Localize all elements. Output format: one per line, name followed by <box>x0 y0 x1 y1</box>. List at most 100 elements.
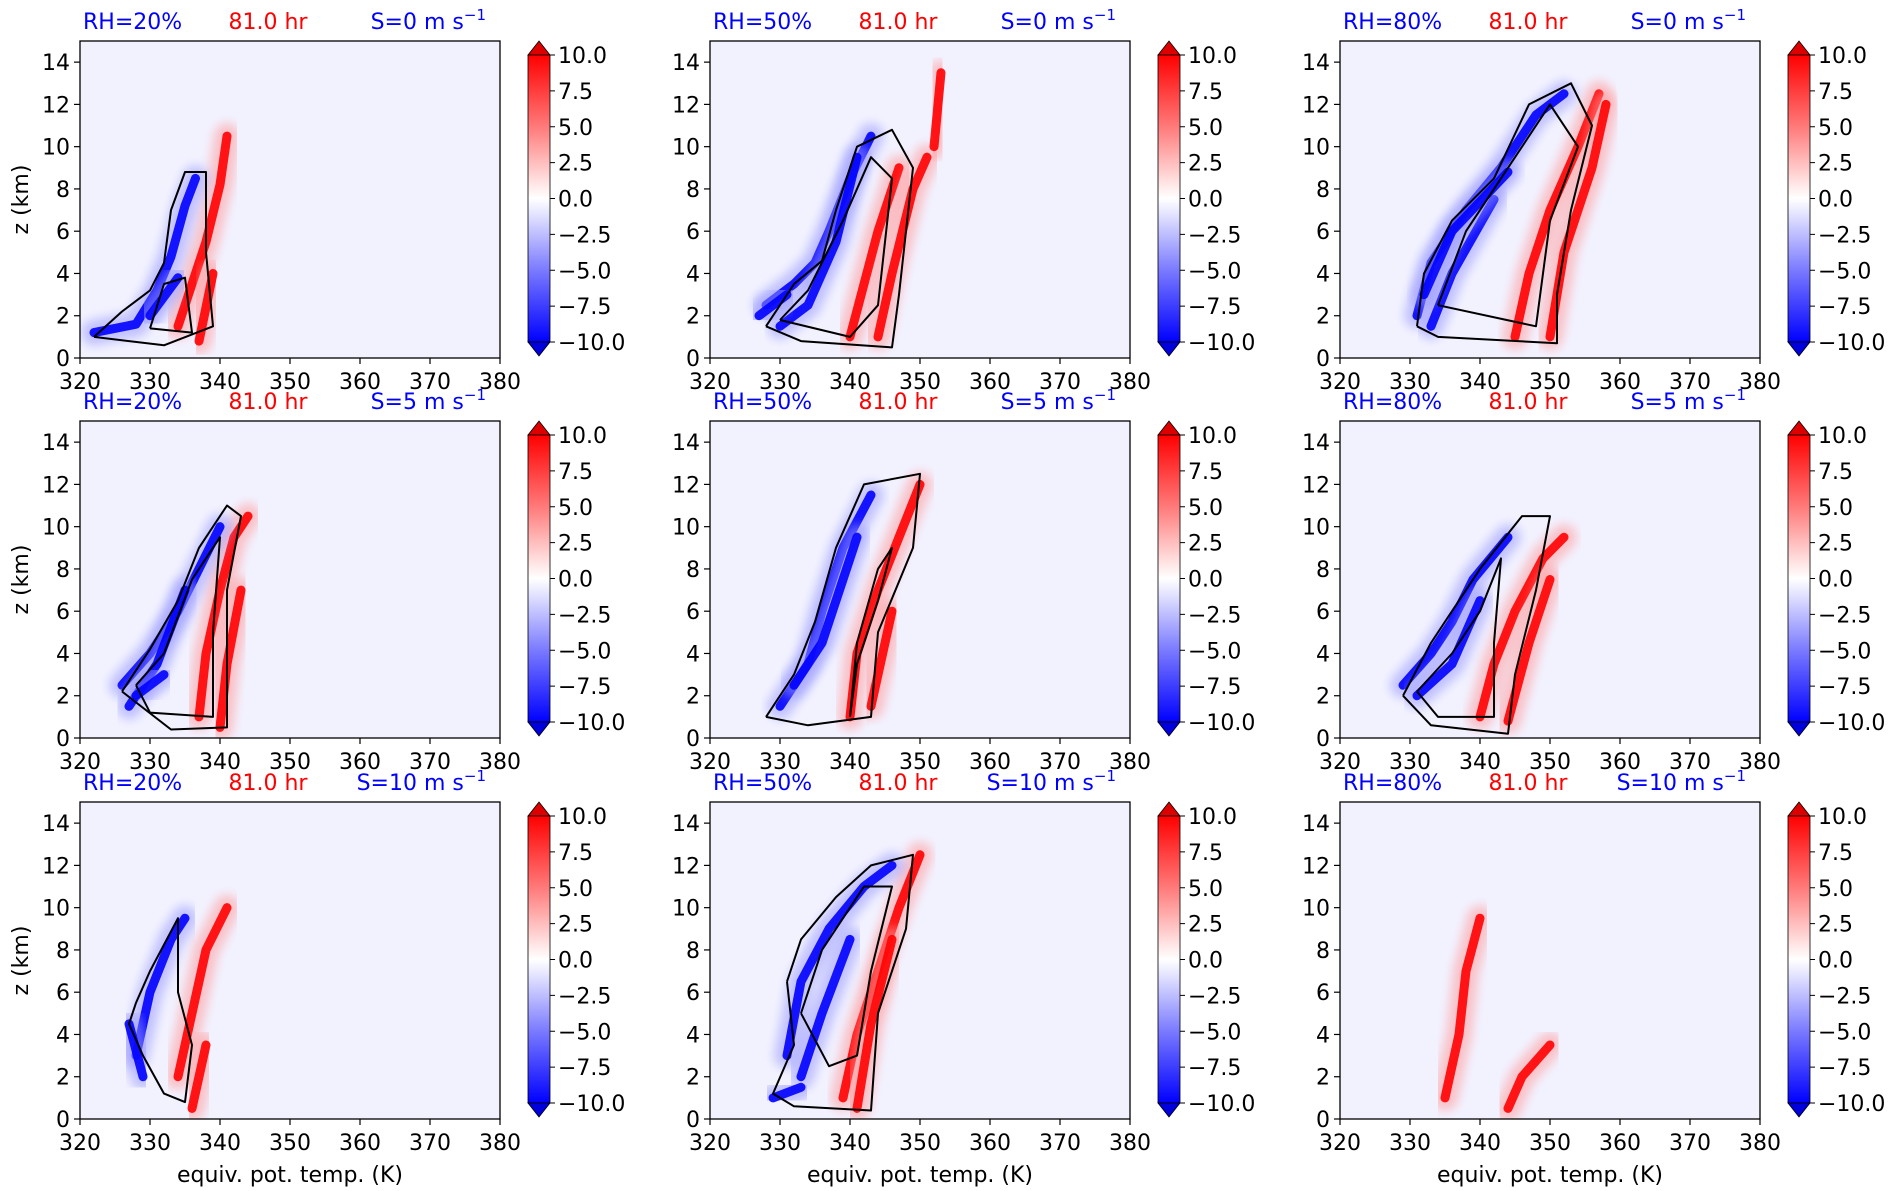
plot-area <box>1340 802 1760 1119</box>
y-tick-label: 4 <box>1316 262 1330 287</box>
negative-band <box>1412 596 1485 701</box>
colorbar-bar <box>1157 815 1181 1104</box>
x-tick-label: 340 <box>199 750 241 775</box>
y-tick-label: 14 <box>42 431 70 456</box>
colorbar-min-arrow <box>1787 721 1811 737</box>
time-label: 81.0 hr <box>229 390 309 415</box>
y-tick-label: 8 <box>686 558 700 583</box>
x-tick-label: 380 <box>479 370 521 395</box>
positive-band <box>873 152 932 342</box>
x-tick-label: 350 <box>899 750 941 775</box>
x-tick-label: 380 <box>1739 1131 1781 1156</box>
colorbar-max-arrow <box>1157 40 1181 56</box>
y-tick-label: 12 <box>1302 93 1330 118</box>
colorbar-bar <box>527 434 551 723</box>
contour-line <box>93 171 214 347</box>
x-tick-label: 360 <box>1599 370 1641 395</box>
x-axis-label: equiv. pot. temp. (K) <box>807 1163 1033 1188</box>
x-tick-label: 320 <box>689 1131 731 1156</box>
y-tick-label: 12 <box>42 854 70 879</box>
x-tick-label: 350 <box>269 750 311 775</box>
positive-band <box>1510 89 1604 342</box>
y-tick-label: 2 <box>686 1066 700 1091</box>
colorbar-tick-label: 10.0 <box>1188 424 1237 449</box>
y-tick-label: 6 <box>686 981 700 1006</box>
colorbar-tick-label: 0.0 <box>1188 949 1223 974</box>
y-tick-label: 6 <box>56 220 70 245</box>
y-tick-label: 2 <box>1316 1066 1330 1091</box>
y-tick-label: 8 <box>1316 178 1330 203</box>
time-label: 81.0 hr <box>229 10 309 35</box>
colorbar-min-arrow <box>527 721 551 737</box>
colorbar-tick-label: −5.0 <box>1188 639 1241 664</box>
x-tick-label: 360 <box>339 370 381 395</box>
y-tick-label: 4 <box>686 642 700 667</box>
field-layer <box>765 471 933 730</box>
colorbar-tick-label: 10.0 <box>1818 44 1867 69</box>
negative-band <box>89 173 200 338</box>
y-tick-label: 2 <box>686 305 700 330</box>
x-tick-label: 380 <box>1109 370 1151 395</box>
shear-label: S=5 m s−1 <box>371 386 486 415</box>
colorbar-max-arrow <box>527 40 551 56</box>
shear-label: S=0 m s−1 <box>1001 6 1116 35</box>
colorbar: 10.0 7.5 5.0 2.5 0.0 −2.5 −5.0 −7.5 −10.0 <box>1157 420 1255 737</box>
colorbar: 10.0 7.5 5.0 2.5 0.0 −2.5 −5.0 −7.5 −10.0 <box>1787 801 1885 1118</box>
y-tick-label: 8 <box>56 939 70 964</box>
panel-5: 320 330 340 350 360 370 380 0 2 4 6 8 10 12 14 RH=50% 81… <box>672 386 1255 775</box>
y-tick-label: 12 <box>42 473 70 498</box>
y-tick-label: 2 <box>686 685 700 710</box>
x-tick-label: 370 <box>1669 370 1711 395</box>
y-tick-label: 10 <box>1302 897 1330 922</box>
colorbar-tick-label: 7.5 <box>558 841 593 866</box>
shear-label: S=0 m s−1 <box>371 6 486 35</box>
time-label: 81.0 hr <box>1489 10 1569 35</box>
y-tick-label: 2 <box>1316 685 1330 710</box>
rh-label: RH=20% <box>83 10 182 35</box>
colorbar-max-arrow <box>1787 420 1811 436</box>
colorbar-tick-label: 5.0 <box>1188 496 1223 521</box>
y-tick-label: 4 <box>56 262 70 287</box>
x-tick-label: 380 <box>1109 1131 1151 1156</box>
x-tick-label: 360 <box>339 750 381 775</box>
y-tick-label: 12 <box>1302 473 1330 498</box>
panel-1: 320 330 340 350 360 370 380 0 2 4 6 8 10 12 14 RH=20% 81… <box>9 6 625 395</box>
positive-band <box>173 903 232 1082</box>
rh-label: RH=80% <box>1343 390 1442 415</box>
colorbar-tick-label: 2.5 <box>558 532 593 557</box>
x-tick-label: 370 <box>1669 750 1711 775</box>
y-tick-label: 2 <box>56 1066 70 1091</box>
rh-label: RH=50% <box>713 10 812 35</box>
panel-7: 320 330 340 350 360 370 380 0 2 4 6 8 10 12 14 RH=20% 81… <box>9 767 625 1188</box>
colorbar-tick-label: −5.0 <box>1188 1020 1241 1045</box>
y-tick-label: 8 <box>56 558 70 583</box>
field-layer <box>1404 80 1619 350</box>
y-tick-label: 14 <box>42 51 70 76</box>
field-layer <box>1390 515 1577 735</box>
y-tick-label: 12 <box>672 854 700 879</box>
x-tick-label: 320 <box>689 370 731 395</box>
colorbar-tick-label: 7.5 <box>558 80 593 105</box>
y-tick-label: 12 <box>672 93 700 118</box>
colorbar-bar <box>1787 815 1811 1104</box>
x-tick-label: 370 <box>409 370 451 395</box>
colorbar-tick-label: −10.0 <box>1188 711 1255 736</box>
x-tick-label: 370 <box>1039 750 1081 775</box>
positive-band <box>852 934 897 1113</box>
shear-label: S=5 m s−1 <box>1001 386 1116 415</box>
colorbar: 10.0 7.5 5.0 2.5 0.0 −2.5 −5.0 −7.5 −10.0 <box>1787 420 1885 737</box>
colorbar-tick-label: 10.0 <box>1188 805 1237 830</box>
colorbar-tick-label: 7.5 <box>1818 841 1853 866</box>
field-layer <box>760 841 933 1119</box>
x-tick-label: 350 <box>899 1131 941 1156</box>
y-tick-label: 4 <box>686 262 700 287</box>
field-layer <box>1432 905 1563 1119</box>
y-tick-label: 6 <box>686 220 700 245</box>
colorbar-tick-label: 10.0 <box>1188 44 1237 69</box>
colorbar-tick-label: 10.0 <box>558 44 607 69</box>
y-tick-label: 2 <box>56 305 70 330</box>
colorbar-min-arrow <box>1157 1102 1181 1118</box>
x-tick-label: 350 <box>1529 1131 1571 1156</box>
colorbar-tick-label: −7.5 <box>1818 295 1871 320</box>
y-tick-label: 10 <box>42 136 70 161</box>
